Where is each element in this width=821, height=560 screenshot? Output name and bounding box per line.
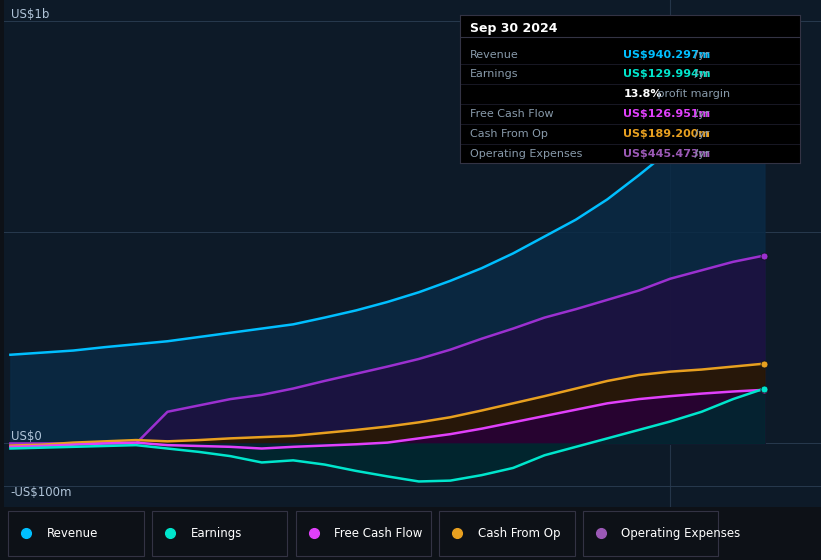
Text: US$129.994m: US$129.994m [623,69,711,80]
Text: US$445.473m: US$445.473m [623,148,710,158]
Text: Revenue: Revenue [470,50,519,59]
Text: profit margin: profit margin [654,89,730,99]
Text: US$1b: US$1b [11,8,49,21]
Text: /yr: /yr [690,109,709,119]
Text: /yr: /yr [690,50,709,59]
Text: US$0: US$0 [11,431,41,444]
Text: US$189.200m: US$189.200m [623,129,710,139]
Text: Cash From Op: Cash From Op [470,129,548,139]
Text: 13.8%: 13.8% [623,89,662,99]
Text: Earnings: Earnings [470,69,519,80]
Text: Operating Expenses: Operating Expenses [621,527,741,540]
Text: Operating Expenses: Operating Expenses [470,148,582,158]
Text: Sep 30 2024: Sep 30 2024 [470,22,557,35]
Text: Free Cash Flow: Free Cash Flow [470,109,553,119]
Text: /yr: /yr [690,129,709,139]
Text: /yr: /yr [690,148,709,158]
Text: Free Cash Flow: Free Cash Flow [334,527,423,540]
Text: /yr: /yr [690,69,709,80]
Text: Cash From Op: Cash From Op [478,527,560,540]
Text: US$940.297m: US$940.297m [623,50,710,59]
Text: -US$100m: -US$100m [11,486,72,499]
Text: Revenue: Revenue [47,527,99,540]
Text: Earnings: Earnings [190,527,242,540]
Text: US$126.951m: US$126.951m [623,109,710,119]
